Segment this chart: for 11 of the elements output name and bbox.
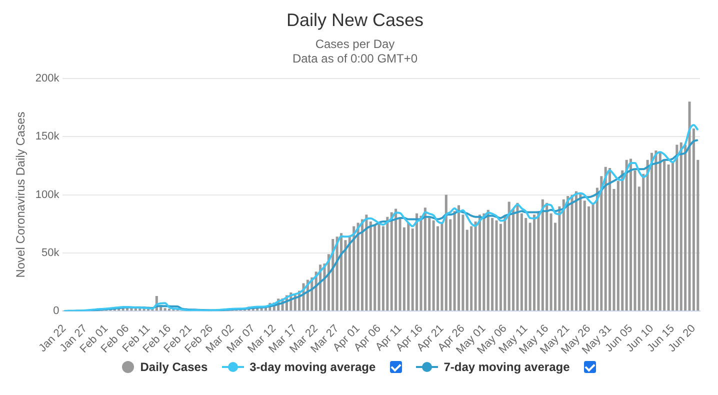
- legend-label: 3-day moving average: [250, 360, 376, 374]
- y-tick-label: 100k: [35, 188, 60, 201]
- chart-subtitle: Cases per Day Data as of 0:00 GMT+0: [292, 37, 418, 66]
- legend-label: 7-day moving average: [444, 360, 570, 374]
- chart-title: Daily New Cases: [286, 10, 424, 30]
- y-tick-label: 50k: [42, 247, 60, 259]
- y-tick-label: 150k: [35, 130, 60, 143]
- y-tick-label: 0: [53, 305, 60, 318]
- legend-label: Daily Cases: [140, 360, 208, 374]
- y-axis-title: Novel Coronavirus Daily Cases: [14, 112, 28, 278]
- y-tick-label: 200k: [35, 72, 60, 84]
